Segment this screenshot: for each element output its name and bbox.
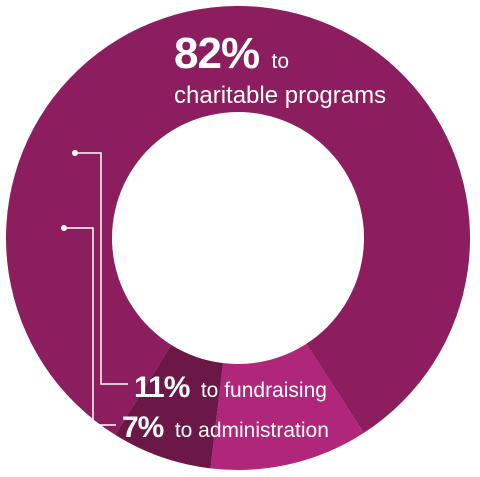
label-fundraising-value: 11% (134, 371, 190, 404)
label-fundraising: 11% to fundraising (134, 371, 327, 404)
donut-slice-charitable-programs (5, 5, 470, 435)
leader-lines (61, 150, 128, 426)
leader-line-fundraising (75, 152, 128, 385)
label-programs-to: to (272, 50, 290, 73)
donut-slice-fundraising (210, 343, 364, 470)
label-programs-line1: 82% to (174, 29, 289, 78)
leader-line-administration (64, 227, 116, 426)
donut-slice-administration (115, 344, 224, 469)
donut-slices (5, 5, 470, 470)
label-administration: 7% to administration (122, 411, 329, 444)
label-administration-value: 7% (122, 411, 164, 444)
label-fundraising-text: to fundraising (201, 379, 327, 402)
label-programs-value: 82% (174, 29, 259, 78)
label-administration-text: to administration (175, 419, 329, 442)
label-programs-name: charitable programs (174, 82, 386, 109)
